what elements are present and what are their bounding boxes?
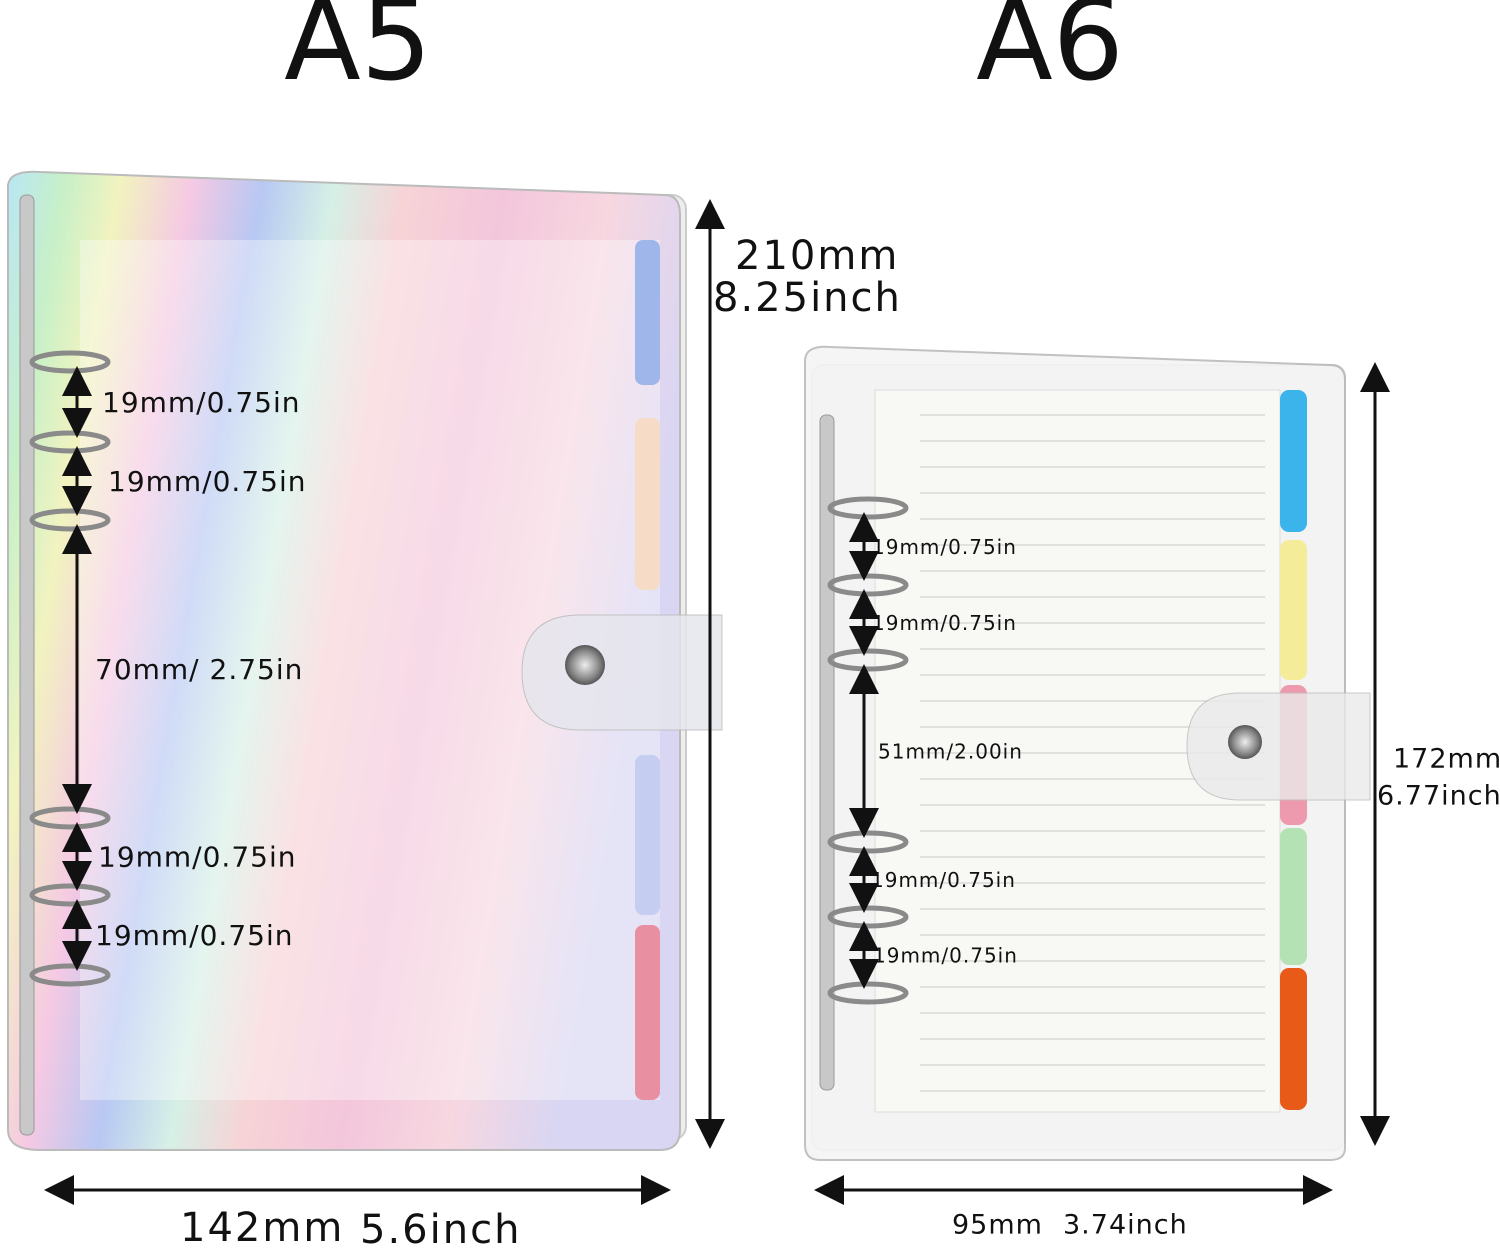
a6-height-mm: 172mm bbox=[1393, 744, 1500, 775]
a6-height-in: 6.77inch bbox=[1377, 781, 1500, 812]
a5-spacing-label: 19mm/0.75in bbox=[98, 841, 296, 874]
a5-height-mm: 210mm bbox=[735, 233, 899, 279]
a5-cover bbox=[7, 170, 681, 1151]
a5-tab bbox=[635, 925, 660, 1100]
a5-width-mm: 142mm bbox=[180, 1205, 344, 1251]
a5-spacing-label: 19mm/0.75in bbox=[108, 465, 306, 498]
a5-snap-button bbox=[565, 645, 605, 685]
a5-tab bbox=[635, 755, 660, 915]
a6-width-mm: 95mm bbox=[952, 1210, 1043, 1241]
a6-spacing-label: 19mm/0.75in bbox=[872, 535, 1017, 559]
a6-spacing-label: 19mm/0.75in bbox=[872, 611, 1017, 635]
a5-tab bbox=[635, 418, 660, 590]
a5-spine bbox=[19, 194, 35, 1136]
a5-binder bbox=[7, 170, 723, 1151]
a6-spacing-label: 19mm/0.75in bbox=[873, 944, 1018, 968]
a5-snap-tab bbox=[521, 614, 723, 731]
a6-width-in: 3.74inch bbox=[1063, 1210, 1188, 1241]
a5-spacing-label: 19mm/0.75in bbox=[95, 919, 293, 952]
a6-tab bbox=[1280, 390, 1307, 532]
a5-title: A5 bbox=[284, 0, 432, 106]
a6-spacing-label: 51mm/2.00in bbox=[878, 740, 1023, 764]
a6-tab bbox=[1280, 540, 1307, 680]
a6-snap-tab bbox=[1186, 692, 1371, 801]
a6-binder bbox=[804, 345, 1371, 1161]
a5-spacing-label: 19mm/0.75in bbox=[102, 386, 300, 419]
a6-tab bbox=[1280, 828, 1307, 965]
a5-spacing-label: 70mm/ 2.75in bbox=[95, 653, 303, 686]
a6-title: A6 bbox=[976, 0, 1124, 106]
a5-width-in: 5.6inch bbox=[360, 1207, 521, 1251]
a6-spacing-label: 19mm/0.75in bbox=[871, 868, 1016, 892]
a5-height-in: 8.25inch bbox=[713, 275, 902, 321]
a6-tab bbox=[1280, 968, 1307, 1110]
a6-snap-button bbox=[1228, 725, 1262, 759]
a5-tab bbox=[635, 240, 660, 385]
